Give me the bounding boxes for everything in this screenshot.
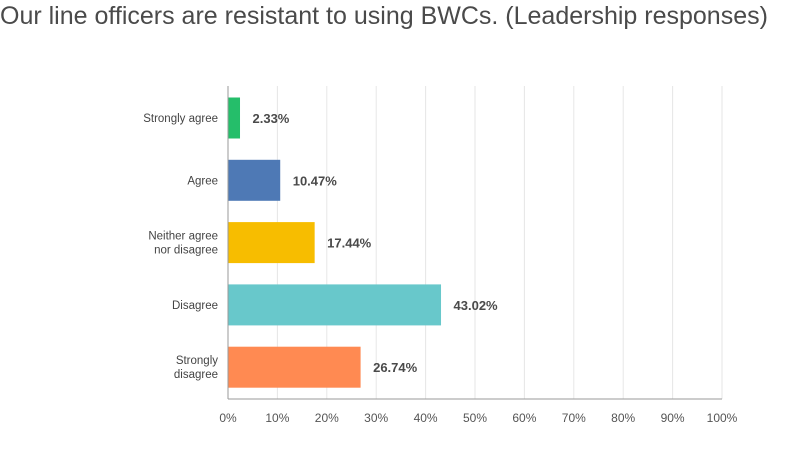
x-tick-label: 10% — [265, 411, 289, 425]
x-tick-label: 20% — [315, 411, 339, 425]
category-label: Strongly agree — [143, 113, 218, 125]
category-label: Agree — [187, 175, 218, 187]
bar — [228, 222, 315, 264]
category-label: Strongly disagree — [174, 355, 218, 381]
value-labels: 2.33% 10.47% 17.44% 43.02% 26.74% — [253, 111, 499, 375]
bar — [228, 159, 281, 201]
x-tick-label: 70% — [562, 411, 586, 425]
value-label: 17.44% — [327, 236, 372, 251]
value-label: 26.74% — [373, 360, 418, 375]
x-tick-label: 60% — [512, 411, 536, 425]
value-label: 43.02% — [454, 298, 499, 313]
value-label: 2.33% — [253, 111, 290, 126]
x-tick-label: 30% — [364, 411, 388, 425]
x-tick-label: 100% — [707, 411, 738, 425]
category-labels: Strongly agree Agree Neither agree nor disa… — [143, 113, 218, 381]
value-label: 10.47% — [293, 173, 338, 188]
x-tick-label: 0% — [219, 411, 237, 425]
bars — [228, 97, 442, 388]
x-tick-label: 90% — [661, 411, 685, 425]
bar — [228, 284, 442, 326]
bar — [228, 97, 241, 139]
x-tick-label: 40% — [414, 411, 438, 425]
x-tick-label: 50% — [463, 411, 487, 425]
category-label: Neither agree nor disagree — [148, 231, 218, 257]
bar — [228, 346, 361, 388]
x-tick-label: 80% — [611, 411, 635, 425]
x-tick-labels: 0% 10% 20% 30% 40% 50% 60% 70% 80% 90% 100% — [219, 411, 737, 425]
category-label: Disagree — [172, 300, 218, 312]
chart-title: Our line officers are resistant to using… — [0, 2, 768, 30]
